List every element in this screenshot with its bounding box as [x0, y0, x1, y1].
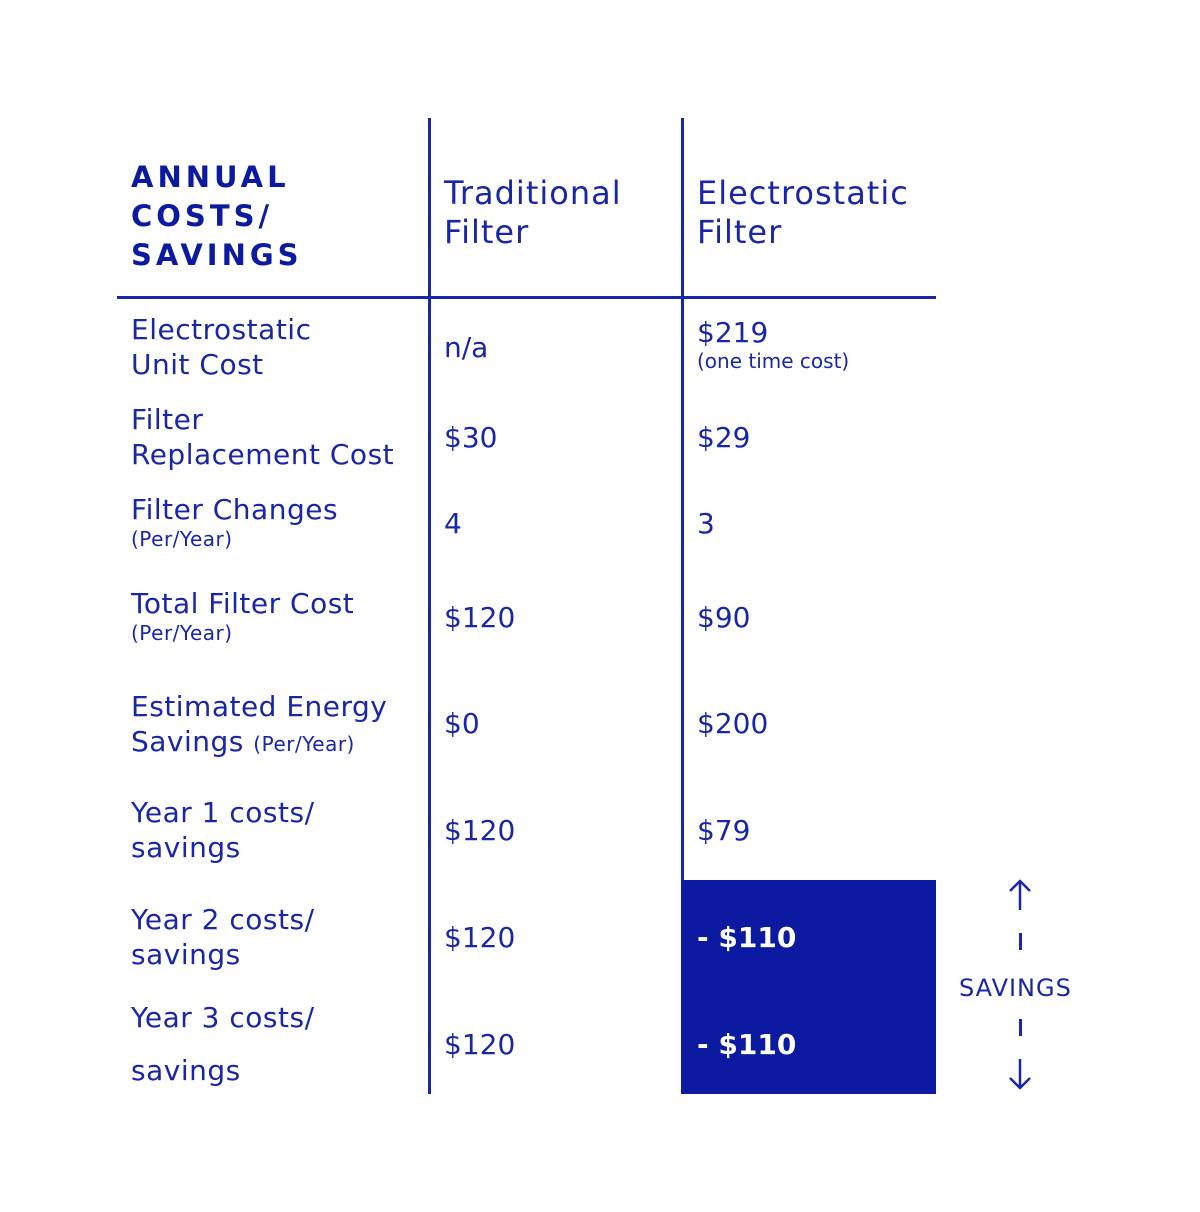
cell-value: $219 — [697, 316, 769, 349]
column-divider-1 — [428, 118, 431, 1094]
savings-dash — [1019, 933, 1022, 950]
row-label-line: Estimated Energy — [131, 690, 388, 723]
row-label-total-filter-cost: Total Filter Cost (Per/Year) — [131, 586, 421, 645]
row-label-line: Year 3 costs/ — [131, 1001, 315, 1034]
cell-electrostatic: $79 — [697, 814, 751, 847]
table-title: ANNUAL COSTS/ SAVINGS — [131, 158, 411, 275]
column-header-electrostatic: Electrostatic Filter — [697, 174, 937, 252]
title-line: ANNUAL — [131, 160, 290, 194]
header-divider — [117, 296, 936, 299]
cell-electrostatic: 3 — [697, 507, 715, 540]
cell-traditional: 4 — [444, 507, 462, 540]
column-header-traditional: Traditional Filter — [444, 174, 684, 252]
column-divider-2 — [681, 118, 684, 881]
cell-traditional: $120 — [444, 921, 516, 954]
cell-electrostatic: $29 — [697, 421, 751, 454]
row-label-energy-savings: Estimated Energy Savings (Per/Year) — [131, 689, 421, 762]
row-label-line: Total Filter Cost — [131, 587, 355, 620]
row-label-line: Electrostatic — [131, 313, 312, 346]
row-label-line: Filter Changes — [131, 493, 339, 526]
cell-traditional: n/a — [444, 331, 489, 364]
savings-dash — [1019, 1019, 1022, 1036]
cell-note: (one time cost) — [697, 349, 850, 373]
row-label-year-2: Year 2 costs/ savings — [131, 902, 421, 972]
row-label-line: savings — [131, 1054, 241, 1087]
row-label-year-3: Year 3 costs/ savings — [131, 1000, 421, 1088]
savings-arrow-up-icon — [1009, 879, 1031, 910]
row-label-unit-cost: Electrostatic Unit Cost — [131, 312, 421, 382]
row-label-line: Savings (Per/Year) — [131, 724, 421, 762]
column-header-line: Traditional — [444, 174, 622, 212]
row-label-line: Year 1 costs/ — [131, 796, 315, 829]
cell-traditional: $0 — [444, 707, 480, 740]
cell-electrostatic: $90 — [697, 601, 751, 634]
cell-electrostatic-savings: - $110 — [697, 1028, 797, 1061]
row-label-line: savings — [131, 831, 241, 864]
row-label-sub: (Per/Year) — [253, 732, 355, 756]
row-label-line: savings — [131, 938, 241, 971]
row-label-line: Unit Cost — [131, 348, 264, 381]
column-header-line: Electrostatic — [697, 174, 909, 212]
title-line: SAVINGS — [131, 238, 303, 272]
row-label-sub: (Per/Year) — [131, 527, 233, 551]
savings-arrow-down-icon — [1009, 1059, 1031, 1090]
row-label-line: Filter — [131, 403, 204, 436]
column-header-line: Filter — [444, 213, 530, 251]
column-header-line: Filter — [697, 213, 783, 251]
row-label-filter-changes: Filter Changes (Per/Year) — [131, 492, 421, 551]
cell-traditional: $120 — [444, 601, 516, 634]
cell-traditional: $120 — [444, 1028, 516, 1061]
row-label-year-1: Year 1 costs/ savings — [131, 795, 421, 865]
row-label-sub: (Per/Year) — [131, 621, 233, 645]
row-label-replacement-cost: Filter Replacement Cost — [131, 402, 421, 472]
savings-label: SAVINGS — [959, 974, 1072, 1002]
cell-electrostatic-savings: - $110 — [697, 921, 797, 954]
row-label-text: Savings — [131, 725, 244, 758]
cell-electrostatic: $219 (one time cost) — [697, 315, 849, 372]
savings-highlight-box — [681, 880, 936, 1094]
cell-traditional: $30 — [444, 421, 498, 454]
title-line: COSTS/ — [131, 199, 274, 233]
row-label-line: Year 2 costs/ — [131, 903, 315, 936]
cell-electrostatic: $200 — [697, 707, 769, 740]
cell-traditional: $120 — [444, 814, 516, 847]
row-label-line: Replacement Cost — [131, 438, 395, 471]
